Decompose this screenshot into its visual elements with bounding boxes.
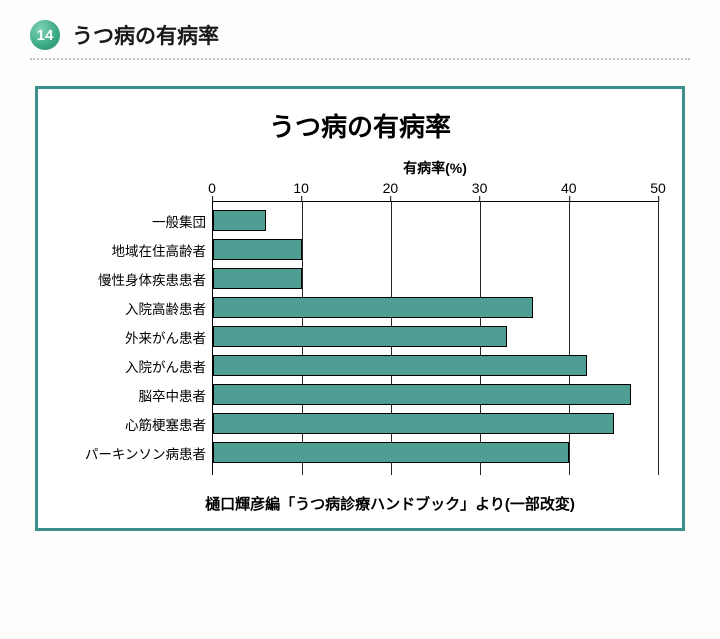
- x-axis-title: 有病率(%): [62, 158, 658, 178]
- category-label: 一般集団: [62, 206, 212, 235]
- bar-row: [213, 293, 658, 322]
- bar: [213, 355, 587, 376]
- bars-area: [212, 202, 658, 475]
- x-tick: 0: [208, 180, 216, 196]
- bar: [213, 210, 266, 231]
- source-note: 樋口輝彦編「うつ病診療ハンドブック」より(一部改変): [62, 493, 658, 514]
- bar: [213, 297, 533, 318]
- bar: [213, 326, 507, 347]
- plot-area: 一般集団地域在住高齢者慢性身体疾患患者入院高齢患者外来がん患者入院がん患者脳卒中…: [62, 180, 658, 475]
- x-tick: 20: [383, 180, 399, 196]
- category-label: 慢性身体疾患患者: [62, 264, 212, 293]
- x-axis-ticks: 01020304050: [212, 180, 658, 202]
- bar-row: [213, 438, 658, 467]
- bar-row: [213, 235, 658, 264]
- category-label: 地域在住高齢者: [62, 235, 212, 264]
- bar-row: [213, 264, 658, 293]
- x-tick: 40: [561, 180, 577, 196]
- bar-row: [213, 351, 658, 380]
- category-label: 心筋梗塞患者: [62, 409, 212, 438]
- bar: [213, 384, 631, 405]
- category-label: 外来がん患者: [62, 322, 212, 351]
- bar: [213, 239, 302, 260]
- bar: [213, 413, 614, 434]
- bar-row: [213, 206, 658, 235]
- badge-number: 14: [37, 27, 54, 44]
- page-title: うつ病の有病率: [72, 20, 219, 50]
- x-tick: 30: [472, 180, 488, 196]
- plot: 01020304050: [212, 180, 658, 475]
- chart-frame: うつ病の有病率 有病率(%) 一般集団地域在住高齢者慢性身体疾患患者入院高齢患者…: [35, 86, 685, 531]
- page-header: 14 うつ病の有病率: [30, 20, 690, 50]
- grid-line: [658, 202, 659, 475]
- bar: [213, 442, 569, 463]
- chart-title: うつ病の有病率: [62, 107, 658, 144]
- section-number-badge: 14: [30, 20, 60, 50]
- bar: [213, 268, 302, 289]
- category-label: 入院がん患者: [62, 351, 212, 380]
- category-label: 脳卒中患者: [62, 380, 212, 409]
- x-tick: 50: [650, 180, 666, 196]
- y-axis-labels: 一般集団地域在住高齢者慢性身体疾患患者入院高齢患者外来がん患者入院がん患者脳卒中…: [62, 180, 212, 475]
- category-label: パーキンソン病患者: [62, 438, 212, 467]
- bar-row: [213, 380, 658, 409]
- divider: [30, 58, 690, 60]
- bar-row: [213, 409, 658, 438]
- category-label: 入院高齢患者: [62, 293, 212, 322]
- x-tick: 10: [293, 180, 309, 196]
- bar-row: [213, 322, 658, 351]
